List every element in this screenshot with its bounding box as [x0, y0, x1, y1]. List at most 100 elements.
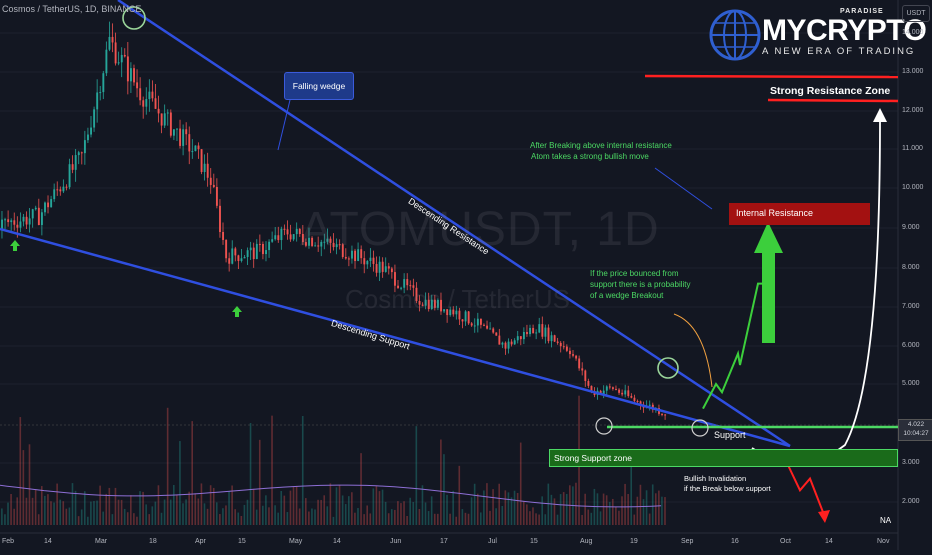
watermark-symbol: ATOMUSDT, 1D [300, 203, 660, 256]
candle [516, 336, 519, 341]
volume-bar [191, 421, 194, 525]
volume-bar [584, 493, 586, 525]
internal-resistance-zone[interactable]: Internal Resistance [729, 203, 870, 225]
volume-bar [182, 503, 184, 525]
volume-bar [268, 507, 270, 525]
volume-bar [154, 501, 157, 525]
candle [572, 354, 574, 356]
volume-bar [258, 439, 261, 525]
candle [62, 186, 65, 192]
y-tick-label: 3.000 [902, 459, 920, 466]
volume-bar [639, 484, 642, 525]
volume-bar [47, 494, 49, 525]
volume-bar [654, 493, 657, 525]
volume-bar [151, 506, 154, 525]
volume-bar [363, 514, 365, 525]
candle [541, 324, 544, 337]
candle [120, 54, 123, 63]
volume-bar [341, 495, 344, 525]
volume-bar [323, 495, 326, 525]
volume-bar [188, 491, 190, 525]
candle [639, 401, 642, 405]
candle [265, 250, 267, 255]
volume-bar [615, 506, 617, 525]
volume-bar [575, 482, 577, 525]
volume-bar [608, 501, 611, 525]
strong-support-zone[interactable]: Strong Support zone [549, 449, 898, 467]
candle [495, 332, 498, 336]
y-tick-label: 11.000 [902, 145, 923, 152]
volume-bar [56, 483, 58, 525]
bullish-invalidation-line-1: Bullish Invalidation [684, 474, 747, 483]
candle [176, 128, 178, 130]
volume-bar [516, 492, 519, 525]
candle [314, 245, 317, 247]
candle [394, 272, 396, 286]
support-label[interactable]: Support [714, 430, 746, 440]
volume-bar [498, 483, 501, 525]
brand-tagline: A NEW ERA OF TRADING [762, 46, 916, 57]
falling-wedge-label[interactable]: Falling wedge [284, 72, 354, 100]
volume-bar [587, 509, 590, 525]
volume-bar [541, 496, 543, 525]
volume-bar [136, 516, 138, 525]
bullish-invalidation-note[interactable]: Bullish Invalidation if the Break below … [684, 474, 771, 494]
volume-bar [433, 513, 436, 525]
volume-bar [661, 496, 663, 525]
volume-bar [424, 502, 427, 525]
volume-bar [277, 512, 279, 525]
volume-bar [40, 486, 43, 525]
volume-bar [621, 496, 623, 525]
volume-bar [489, 510, 491, 525]
candle [126, 56, 129, 82]
candle [351, 250, 353, 259]
candle [565, 346, 568, 351]
volume-bar [163, 499, 166, 525]
currency-badge[interactable]: USDT [902, 5, 930, 22]
breakout-note-line-1: After Breaking above internal resistance [530, 141, 672, 150]
candle [584, 370, 587, 381]
volume-bar [612, 498, 614, 525]
candle [31, 209, 34, 219]
candle [289, 234, 292, 240]
bounce-note[interactable]: If the price bounced from support there … [590, 268, 691, 301]
volume-bar [409, 497, 411, 525]
candle [526, 332, 528, 335]
candle [96, 92, 99, 110]
x-tick-label: 14 [44, 538, 52, 545]
candle [326, 238, 329, 242]
volume-bar [648, 513, 651, 525]
candle [59, 189, 62, 192]
candle [292, 234, 295, 240]
volume-bar [658, 490, 660, 525]
candle [375, 263, 378, 273]
volume-bar [467, 513, 470, 525]
volume-bar [581, 514, 583, 525]
candle [455, 310, 458, 315]
volume-bar [117, 499, 120, 525]
volume-bar [535, 513, 537, 525]
volume-bar [384, 501, 387, 525]
volume-bar [240, 515, 243, 525]
volume-bar [394, 509, 396, 525]
candle [148, 91, 151, 100]
candle [53, 189, 56, 200]
candle [369, 257, 372, 261]
candle [363, 258, 366, 265]
candle [212, 184, 215, 187]
candle [283, 228, 286, 230]
candle [19, 221, 22, 228]
y-tick-label: 13.000 [902, 68, 924, 75]
candle [206, 163, 209, 178]
candle [249, 247, 252, 251]
candle [430, 299, 433, 310]
volume-bar [142, 491, 144, 525]
candle [301, 233, 304, 243]
candle [587, 380, 590, 386]
strong-resistance-label[interactable]: Strong Resistance Zone [770, 85, 891, 97]
volume-bar [271, 415, 273, 525]
breakout-note[interactable]: After Breaking above internal resistance… [530, 140, 672, 162]
strong-resistance-line-upper [644, 74, 899, 79]
candle [562, 346, 565, 348]
